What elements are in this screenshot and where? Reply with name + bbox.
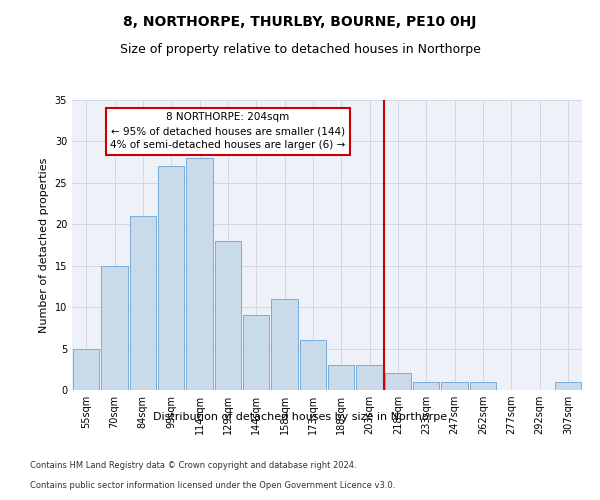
Bar xyxy=(442,382,467,390)
Bar xyxy=(356,365,383,390)
Text: Contains HM Land Registry data © Crown copyright and database right 2024.: Contains HM Land Registry data © Crown c… xyxy=(30,461,356,470)
Bar xyxy=(243,316,269,390)
Bar xyxy=(73,348,99,390)
Text: Size of property relative to detached houses in Northorpe: Size of property relative to detached ho… xyxy=(119,42,481,56)
Bar xyxy=(413,382,439,390)
Bar xyxy=(470,382,496,390)
Bar xyxy=(158,166,184,390)
Bar xyxy=(385,374,411,390)
Text: Contains public sector information licensed under the Open Government Licence v3: Contains public sector information licen… xyxy=(30,481,395,490)
Bar xyxy=(271,299,298,390)
Text: 8 NORTHORPE: 204sqm
← 95% of detached houses are smaller (144)
4% of semi-detach: 8 NORTHORPE: 204sqm ← 95% of detached ho… xyxy=(110,112,346,150)
Y-axis label: Number of detached properties: Number of detached properties xyxy=(39,158,49,332)
Text: Distribution of detached houses by size in Northorpe: Distribution of detached houses by size … xyxy=(153,412,447,422)
Bar xyxy=(215,241,241,390)
Bar xyxy=(328,365,354,390)
Bar xyxy=(187,158,212,390)
Bar xyxy=(300,340,326,390)
Text: 8, NORTHORPE, THURLBY, BOURNE, PE10 0HJ: 8, NORTHORPE, THURLBY, BOURNE, PE10 0HJ xyxy=(124,15,476,29)
Bar xyxy=(101,266,128,390)
Bar xyxy=(130,216,156,390)
Bar xyxy=(555,382,581,390)
